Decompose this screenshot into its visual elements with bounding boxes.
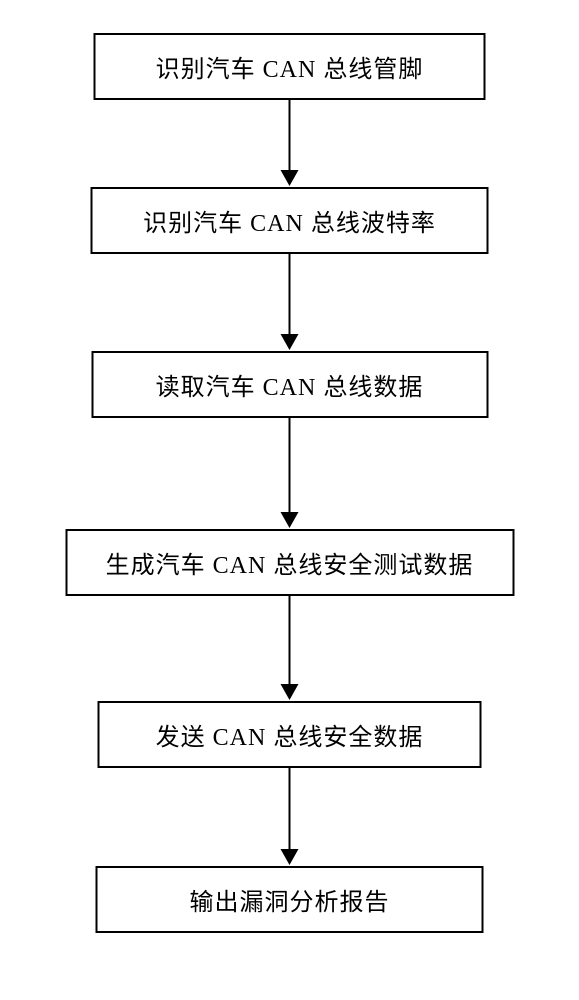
node-label: 输出漏洞分析报告: [190, 882, 390, 917]
flowchart-node: 生成汽车 CAN 总线安全测试数据: [65, 529, 514, 596]
flowchart-node: 识别汽车 CAN 总线波特率: [91, 187, 489, 254]
arrow-head-icon: [281, 170, 299, 186]
node-label: 识别汽车 CAN 总线波特率: [143, 203, 436, 238]
arrow-line: [289, 418, 291, 513]
node-label: 识别汽车 CAN 总线管脚: [156, 49, 424, 84]
flowchart-arrow: [281, 596, 299, 700]
flowchart-arrow: [281, 768, 299, 865]
flowchart-node: 读取汽车 CAN 总线数据: [91, 351, 488, 418]
flowchart-node: 输出漏洞分析报告: [96, 866, 484, 933]
flowchart-arrow: [281, 254, 299, 350]
flowchart-arrow: [281, 100, 299, 186]
node-label: 发送 CAN 总线安全数据: [156, 717, 424, 752]
arrow-head-icon: [281, 849, 299, 865]
arrow-head-icon: [281, 684, 299, 700]
arrow-line: [289, 100, 291, 171]
node-label: 读取汽车 CAN 总线数据: [156, 367, 424, 402]
arrow-line: [289, 768, 291, 850]
arrow-line: [289, 596, 291, 685]
arrow-head-icon: [281, 512, 299, 528]
flowchart-node: 识别汽车 CAN 总线管脚: [94, 33, 486, 100]
flowchart-node: 发送 CAN 总线安全数据: [98, 701, 482, 768]
node-label: 生成汽车 CAN 总线安全测试数据: [106, 545, 474, 580]
arrow-head-icon: [281, 334, 299, 350]
arrow-line: [289, 254, 291, 335]
flowchart-arrow: [281, 418, 299, 528]
